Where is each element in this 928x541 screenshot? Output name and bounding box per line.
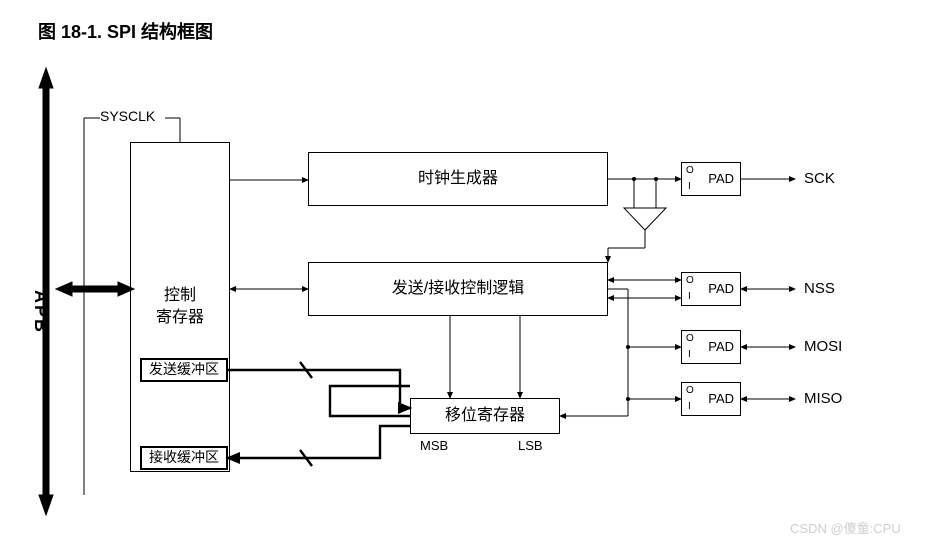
lsb-label: LSB bbox=[518, 438, 543, 453]
signal-mosi: MOSI bbox=[804, 338, 842, 355]
pad-label: PAD bbox=[708, 390, 734, 408]
pad-o-mark: O bbox=[686, 332, 694, 346]
pad-i-mark: I bbox=[688, 400, 691, 414]
pad-o-mark: O bbox=[686, 384, 694, 398]
pad-label: PAD bbox=[708, 170, 734, 188]
sysclk-label: SYSCLK bbox=[100, 108, 155, 124]
pad-mosi: O I PAD bbox=[681, 330, 741, 364]
pad-label: PAD bbox=[708, 338, 734, 356]
msb-label: MSB bbox=[420, 438, 448, 453]
watermark: CSDN @傻童:CPU bbox=[790, 518, 901, 537]
pad-nss: O I PAD bbox=[681, 272, 741, 306]
pad-label: PAD bbox=[708, 280, 734, 298]
pad-i-mark: I bbox=[688, 180, 691, 194]
pad-i-mark: I bbox=[688, 290, 691, 304]
block-control-register: 控制 寄存器 bbox=[130, 142, 230, 472]
pad-i-mark: I bbox=[688, 348, 691, 362]
pad-miso: O I PAD bbox=[681, 382, 741, 416]
block-shift-register: 移位寄存器 bbox=[410, 398, 560, 434]
signal-miso: MISO bbox=[804, 390, 842, 407]
apb-bus-label: APB bbox=[30, 290, 51, 334]
pad-sck: O I PAD bbox=[681, 162, 741, 196]
pad-o-mark: O bbox=[686, 274, 694, 288]
block-tx-buffer: 发送缓冲区 bbox=[140, 358, 228, 382]
block-rx-buffer: 接收缓冲区 bbox=[140, 446, 228, 470]
signal-nss: NSS bbox=[804, 280, 835, 297]
signal-sck: SCK bbox=[804, 170, 835, 187]
figure-title: 图 18-1. SPI 结构框图 bbox=[38, 18, 213, 44]
block-txrx-control-logic: 发送/接收控制逻辑 bbox=[308, 262, 608, 316]
block-clock-generator: 时钟生成器 bbox=[308, 152, 608, 206]
pad-o-mark: O bbox=[686, 164, 694, 178]
